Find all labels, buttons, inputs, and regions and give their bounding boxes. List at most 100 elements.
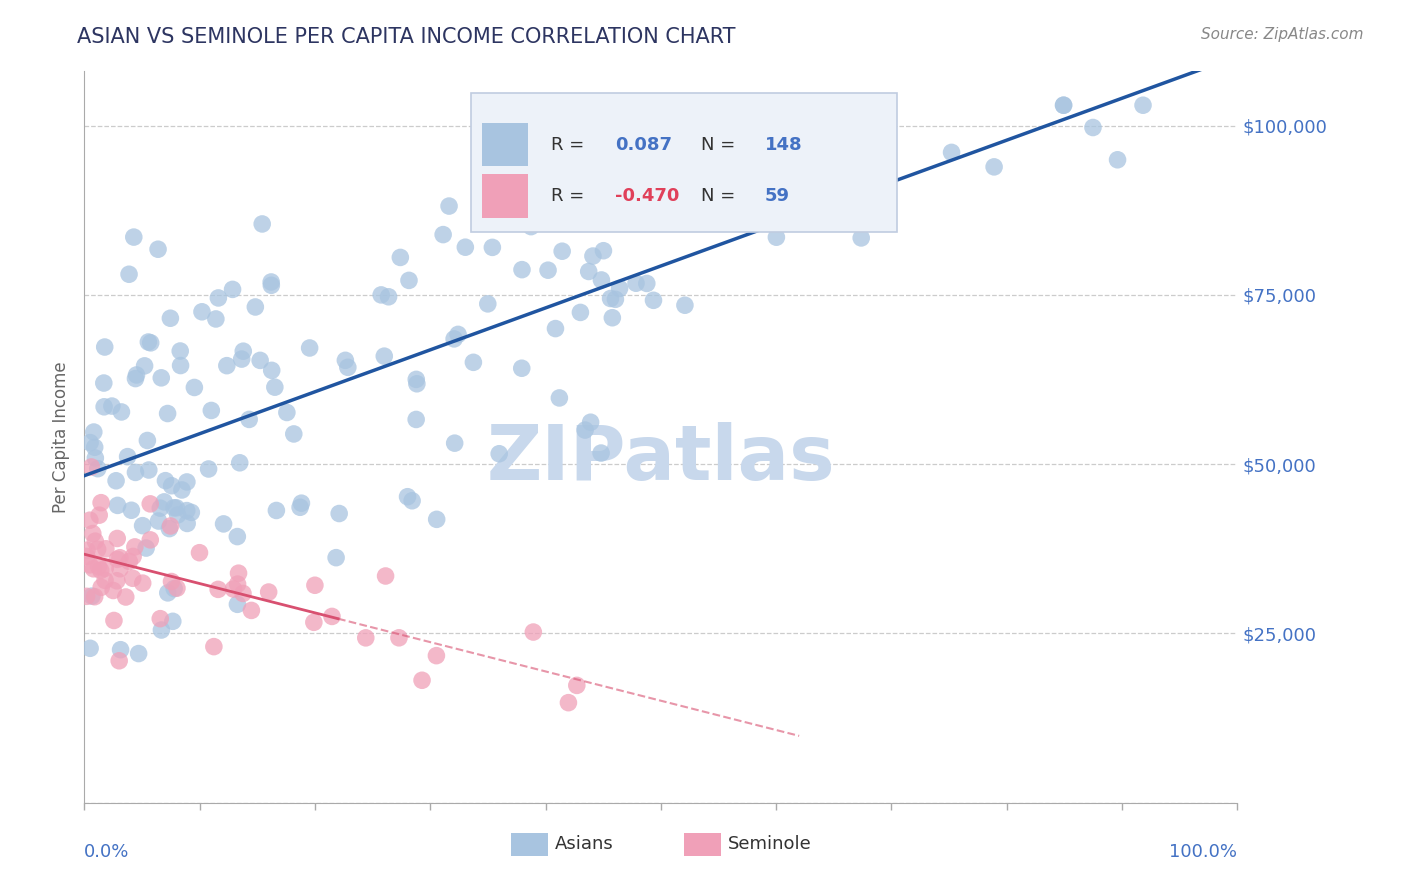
Point <box>565 678 588 692</box>
Point <box>134 359 156 373</box>
Point <box>266 503 288 517</box>
Point <box>139 335 162 350</box>
Point <box>160 574 183 589</box>
Text: 0.087: 0.087 <box>614 136 672 153</box>
Point <box>432 227 454 242</box>
Point <box>551 244 574 259</box>
Point <box>159 519 181 533</box>
Point <box>215 359 238 373</box>
Point <box>672 163 695 178</box>
Point <box>176 503 198 517</box>
Point <box>437 199 460 213</box>
Point <box>136 434 159 448</box>
Point <box>232 344 254 359</box>
Point <box>191 305 214 319</box>
Point <box>105 552 128 566</box>
Point <box>405 372 427 386</box>
Text: 0.0%: 0.0% <box>84 843 129 861</box>
Point <box>426 512 449 526</box>
Point <box>605 293 627 307</box>
Text: 100.0%: 100.0% <box>1170 843 1237 861</box>
Point <box>557 696 579 710</box>
Point <box>249 353 271 368</box>
Point <box>537 263 560 277</box>
Point <box>121 571 143 585</box>
Point <box>388 631 411 645</box>
Point <box>276 405 298 419</box>
Text: ASIAN VS SEMINOLE PER CAPITA INCOME CORRELATION CHART: ASIAN VS SEMINOLE PER CAPITA INCOME CORR… <box>77 27 735 46</box>
Point <box>377 290 399 304</box>
Point <box>373 349 395 363</box>
Point <box>163 582 186 596</box>
Point <box>325 550 347 565</box>
Point <box>396 490 419 504</box>
Point <box>84 534 107 549</box>
Point <box>148 514 170 528</box>
Point <box>250 217 273 231</box>
Point <box>228 566 250 581</box>
Point <box>118 554 141 568</box>
Point <box>425 648 447 663</box>
Point <box>574 423 596 437</box>
Point <box>503 208 526 222</box>
Point <box>89 508 111 523</box>
Point <box>374 569 396 583</box>
Point <box>569 305 592 319</box>
Point <box>82 526 104 541</box>
Point <box>110 642 132 657</box>
Point <box>1052 98 1074 112</box>
Point <box>578 264 600 278</box>
Point <box>124 371 146 385</box>
Point <box>122 549 145 564</box>
Point <box>107 499 129 513</box>
Point <box>188 546 211 560</box>
Point <box>765 230 787 244</box>
Point <box>592 244 614 258</box>
Point <box>90 563 112 577</box>
Point <box>170 483 193 497</box>
Point <box>120 503 142 517</box>
Point <box>205 312 228 326</box>
Point <box>328 507 350 521</box>
Point <box>101 399 124 413</box>
Point <box>197 462 219 476</box>
Point <box>176 516 198 531</box>
Point <box>169 344 191 359</box>
Point <box>149 501 172 516</box>
Point <box>94 574 117 588</box>
Point <box>703 197 725 211</box>
Point <box>76 549 98 564</box>
Y-axis label: Per Capita Income: Per Capita Income <box>52 361 70 513</box>
FancyBboxPatch shape <box>471 94 897 232</box>
Point <box>150 623 173 637</box>
Point <box>146 242 169 256</box>
Point <box>162 615 184 629</box>
Point <box>405 412 427 426</box>
Point <box>548 391 571 405</box>
Point <box>108 654 131 668</box>
Point <box>80 589 103 603</box>
Point <box>135 541 157 555</box>
Point <box>105 474 128 488</box>
Point <box>159 311 181 326</box>
Point <box>591 446 613 460</box>
Point <box>76 543 98 558</box>
Point <box>609 281 631 295</box>
Point <box>257 585 280 599</box>
Point <box>90 496 112 510</box>
Point <box>370 288 392 302</box>
Point <box>488 447 510 461</box>
Point <box>83 440 105 454</box>
Point <box>169 359 191 373</box>
Text: -0.470: -0.470 <box>614 186 679 204</box>
Point <box>105 574 128 588</box>
Point <box>602 310 624 325</box>
Point <box>522 625 544 640</box>
Point <box>260 278 283 293</box>
Point <box>93 400 115 414</box>
Point <box>226 530 249 544</box>
Point <box>640 194 662 208</box>
Point <box>150 371 173 385</box>
Point <box>463 355 485 369</box>
Point <box>443 436 465 450</box>
